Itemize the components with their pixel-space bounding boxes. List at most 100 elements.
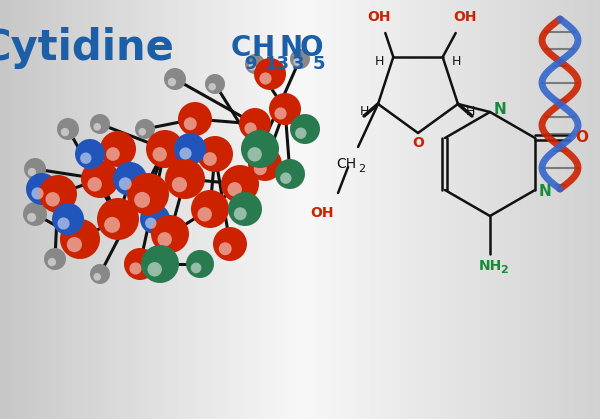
- Bar: [382, 0, 383, 419]
- Bar: [395, 0, 397, 419]
- Bar: [377, 0, 379, 419]
- Bar: [30, 0, 31, 419]
- Bar: [170, 0, 171, 419]
- Bar: [335, 0, 337, 419]
- Bar: [176, 0, 177, 419]
- Bar: [592, 0, 593, 419]
- Bar: [343, 0, 344, 419]
- Bar: [178, 0, 179, 419]
- Circle shape: [208, 83, 216, 91]
- Bar: [76, 0, 77, 419]
- Bar: [157, 0, 158, 419]
- Bar: [446, 0, 447, 419]
- Bar: [274, 0, 275, 419]
- Bar: [424, 0, 425, 419]
- Bar: [341, 0, 343, 419]
- Bar: [90, 0, 91, 419]
- Bar: [356, 0, 357, 419]
- Bar: [470, 0, 472, 419]
- Bar: [255, 0, 256, 419]
- Bar: [468, 0, 469, 419]
- Bar: [593, 0, 594, 419]
- Bar: [78, 0, 79, 419]
- Bar: [112, 0, 113, 419]
- Bar: [197, 0, 199, 419]
- Bar: [368, 0, 369, 419]
- Bar: [326, 0, 327, 419]
- Bar: [332, 0, 333, 419]
- Bar: [241, 0, 242, 419]
- Bar: [345, 0, 346, 419]
- Bar: [339, 0, 340, 419]
- Circle shape: [178, 102, 212, 136]
- Bar: [472, 0, 473, 419]
- Bar: [548, 0, 550, 419]
- Bar: [35, 0, 36, 419]
- Bar: [236, 0, 237, 419]
- Bar: [361, 0, 362, 419]
- Bar: [433, 0, 434, 419]
- Circle shape: [186, 250, 214, 278]
- Bar: [319, 0, 320, 419]
- Bar: [469, 0, 470, 419]
- Bar: [369, 0, 370, 419]
- Bar: [6, 0, 7, 419]
- Circle shape: [24, 158, 46, 180]
- Text: H: H: [465, 106, 475, 119]
- Bar: [73, 0, 74, 419]
- Bar: [8, 0, 10, 419]
- Bar: [362, 0, 363, 419]
- Bar: [560, 0, 562, 419]
- Bar: [109, 0, 110, 419]
- Circle shape: [239, 108, 271, 140]
- Bar: [530, 0, 532, 419]
- Bar: [70, 0, 71, 419]
- Bar: [574, 0, 575, 419]
- Circle shape: [280, 173, 292, 184]
- Bar: [269, 0, 271, 419]
- Bar: [118, 0, 119, 419]
- Bar: [212, 0, 213, 419]
- Bar: [272, 0, 273, 419]
- Circle shape: [44, 248, 66, 270]
- Bar: [295, 0, 296, 419]
- Circle shape: [60, 219, 100, 259]
- Text: NH: NH: [478, 259, 502, 273]
- Text: O: O: [575, 130, 589, 145]
- Bar: [385, 0, 386, 419]
- Bar: [88, 0, 89, 419]
- Bar: [476, 0, 478, 419]
- Bar: [144, 0, 145, 419]
- Circle shape: [100, 131, 136, 167]
- Text: OH: OH: [368, 10, 391, 24]
- Bar: [74, 0, 76, 419]
- Circle shape: [245, 54, 265, 74]
- Bar: [185, 0, 187, 419]
- Bar: [86, 0, 88, 419]
- Bar: [523, 0, 524, 419]
- Bar: [260, 0, 261, 419]
- Circle shape: [269, 93, 301, 125]
- Bar: [418, 0, 419, 419]
- Bar: [437, 0, 439, 419]
- Bar: [322, 0, 323, 419]
- Bar: [316, 0, 317, 419]
- Bar: [315, 0, 316, 419]
- Circle shape: [127, 173, 169, 215]
- Circle shape: [172, 177, 187, 192]
- Bar: [12, 0, 13, 419]
- Bar: [551, 0, 552, 419]
- Bar: [61, 0, 62, 419]
- Bar: [110, 0, 112, 419]
- Bar: [481, 0, 482, 419]
- Bar: [301, 0, 302, 419]
- Bar: [107, 0, 108, 419]
- Bar: [314, 0, 315, 419]
- Bar: [412, 0, 413, 419]
- Bar: [139, 0, 140, 419]
- Bar: [407, 0, 409, 419]
- Bar: [213, 0, 214, 419]
- Bar: [347, 0, 349, 419]
- Bar: [231, 0, 232, 419]
- Bar: [273, 0, 274, 419]
